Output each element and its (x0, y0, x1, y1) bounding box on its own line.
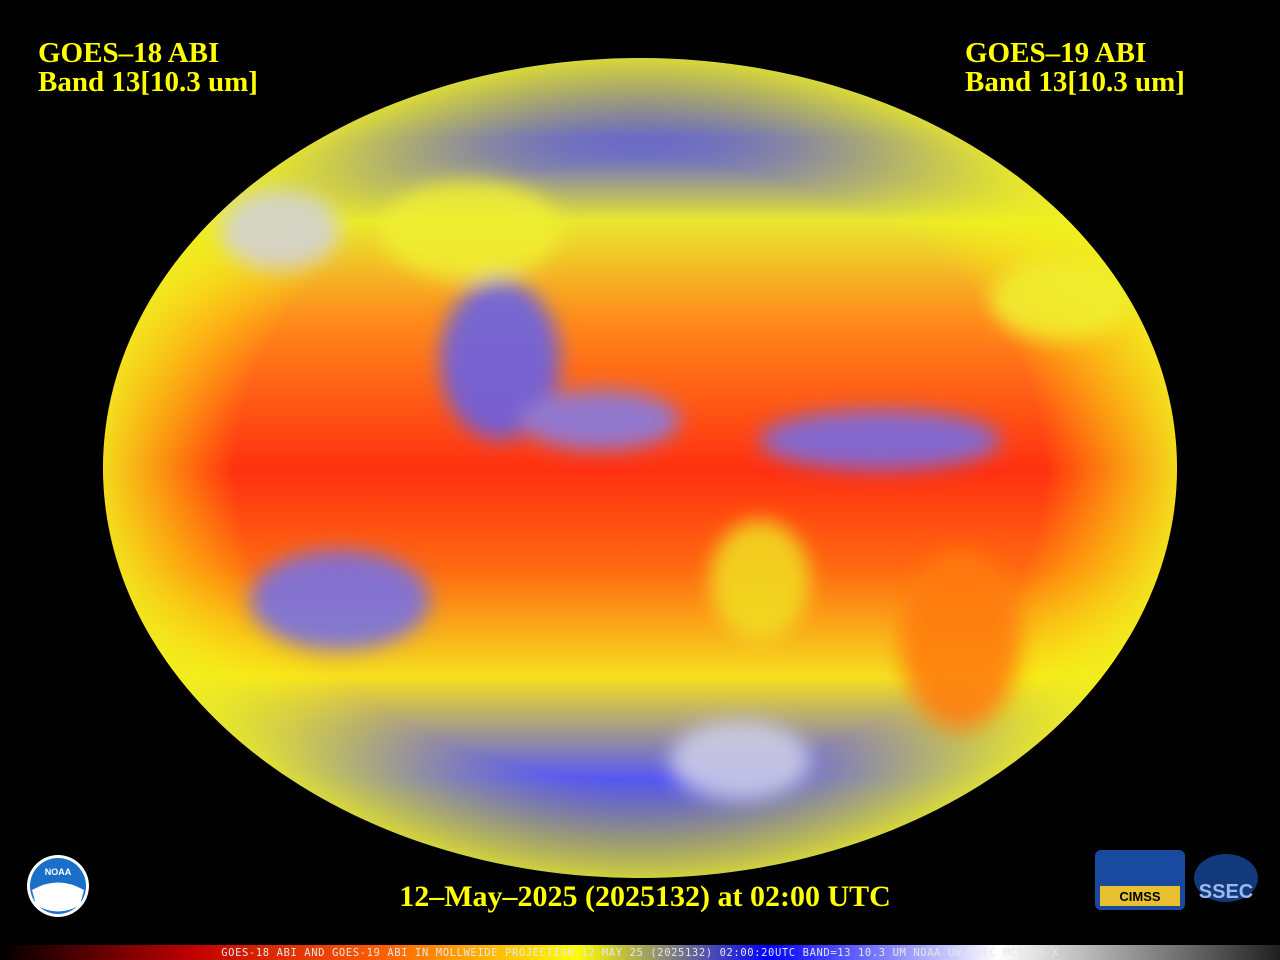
cimss-logo: CIMSS (1095, 850, 1185, 910)
right-label: GOES–19 ABI (965, 37, 1146, 69)
footer-text: GOES-18 ABI AND GOES-19 ABI IN MOLLWEIDE… (221, 947, 1059, 959)
left-label: GOES–18 ABI (38, 37, 219, 69)
timestamp: 12–May–2025 (2025132) at 02:00 UTC (399, 880, 891, 913)
logo-text: CIMSS (1119, 889, 1161, 904)
logo-text: SSEC (1199, 881, 1253, 903)
noaa-logo: NOAA (27, 855, 89, 917)
color-bar (0, 945, 1280, 960)
logo-text: NOAA (45, 867, 72, 877)
left-label: Band 13[10.3 um] (38, 66, 258, 98)
globe-imagery (103, 58, 1177, 878)
right-label: Band 13[10.3 um] (965, 66, 1185, 98)
ssec-logo: SSEC (1194, 854, 1258, 903)
